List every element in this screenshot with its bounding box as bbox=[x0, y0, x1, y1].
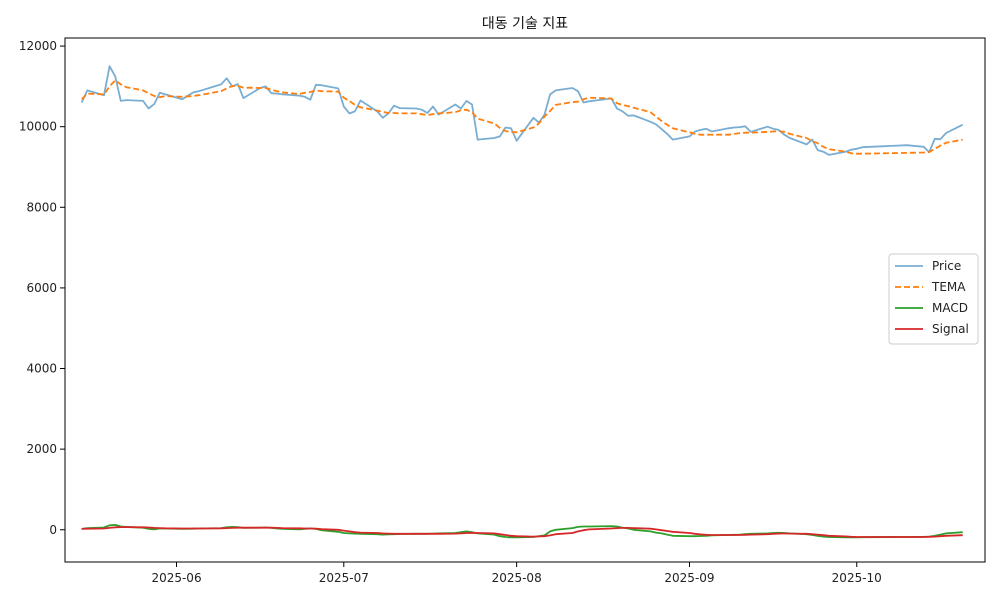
x-axis: 2025-06 2025-07 2025-08 2025-09 2025-10 bbox=[151, 562, 882, 585]
legend-label: TEMA bbox=[931, 280, 966, 294]
series-line-tema bbox=[81, 79, 963, 155]
x-tick-label: 2025-06 bbox=[151, 571, 201, 585]
y-tick-label: 8000 bbox=[26, 200, 57, 214]
y-tick-label: 10000 bbox=[19, 120, 57, 134]
series-line-signal bbox=[81, 526, 963, 538]
x-tick-label: 2025-08 bbox=[492, 571, 542, 585]
series-line-price bbox=[80, 65, 964, 156]
x-tick-label: 2025-09 bbox=[664, 571, 714, 585]
legend-label: Signal bbox=[932, 322, 969, 336]
y-axis: 0 2000 4000 6000 8000 10000 12000 bbox=[19, 39, 65, 537]
x-tick-label: 2025-07 bbox=[319, 571, 369, 585]
legend-label: Price bbox=[932, 259, 961, 273]
plot-lines bbox=[80, 65, 964, 539]
legend: Price TEMA MACD Signal bbox=[888, 253, 979, 345]
plot-area-frame bbox=[64, 37, 986, 563]
chart-title: 대동 기술 지표 bbox=[482, 16, 568, 32]
y-tick-label: 4000 bbox=[26, 362, 57, 376]
y-tick-label: 12000 bbox=[19, 39, 57, 53]
y-tick-label: 0 bbox=[49, 523, 57, 537]
legend-box bbox=[888, 253, 979, 345]
y-tick-label: 6000 bbox=[26, 281, 57, 295]
y-tick-label: 2000 bbox=[26, 442, 57, 456]
legend-label: MACD bbox=[932, 301, 968, 315]
x-tick-label: 2025-10 bbox=[832, 571, 882, 585]
